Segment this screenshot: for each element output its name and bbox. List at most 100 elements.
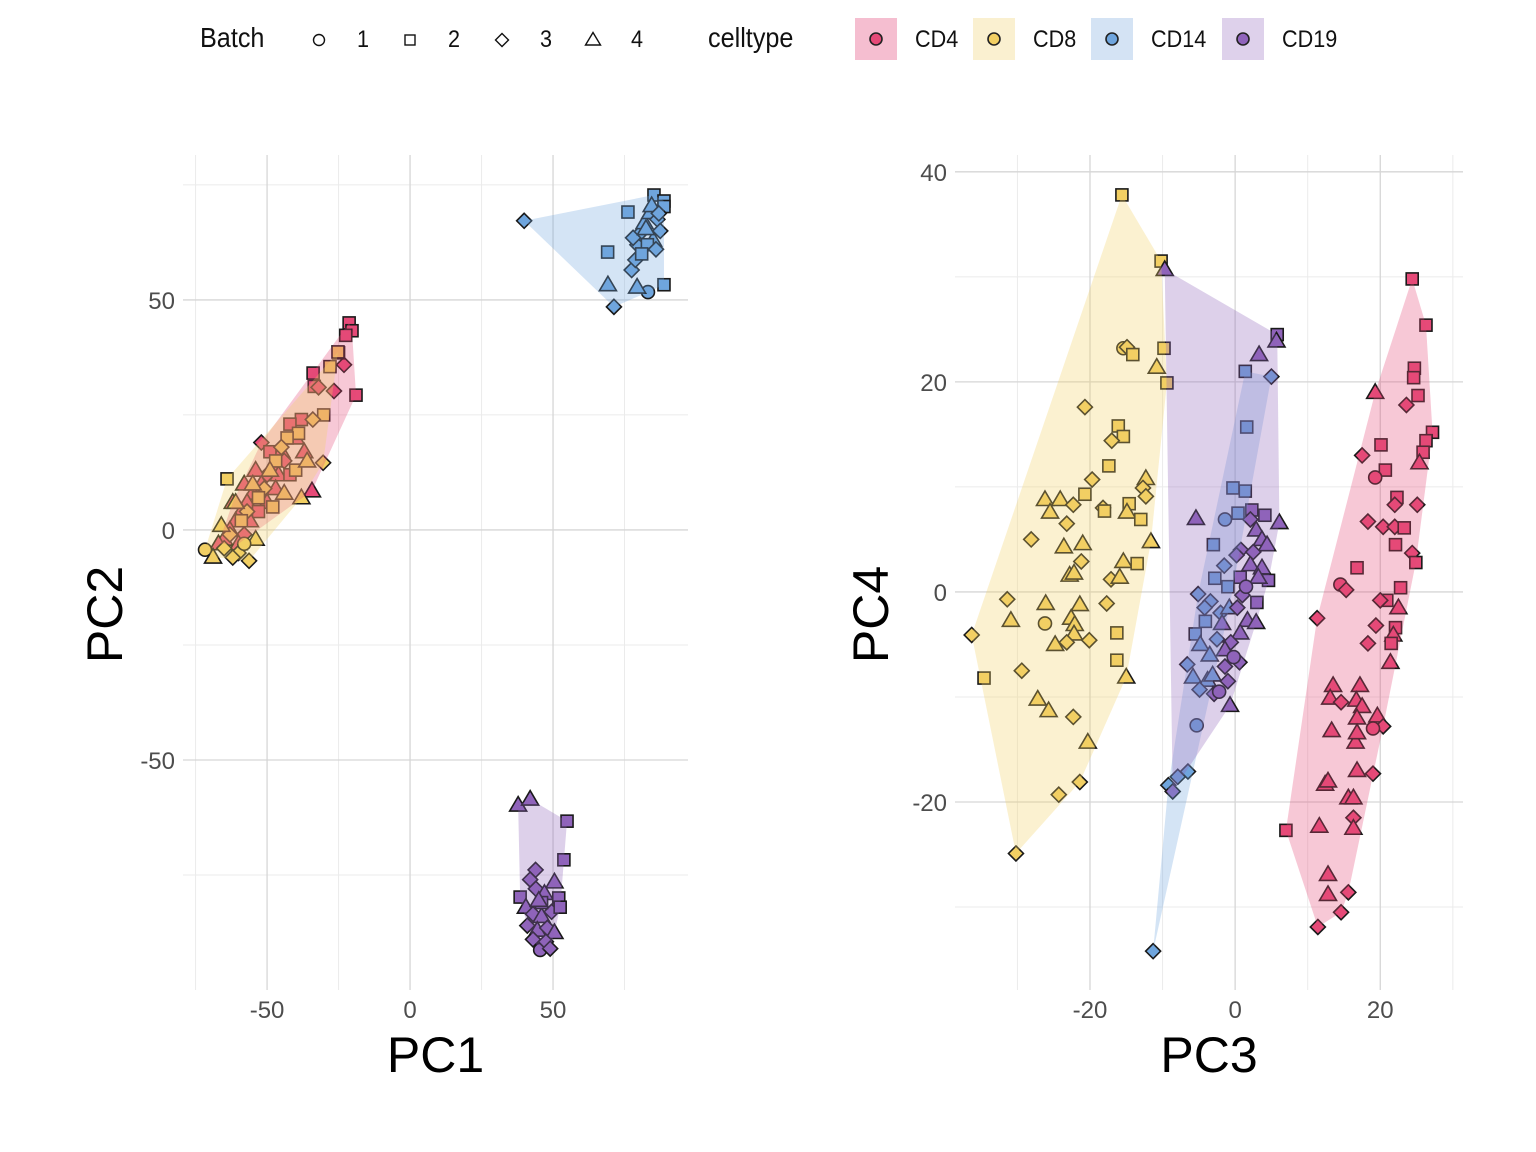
legend-batch-circle-icon <box>312 33 326 47</box>
data-point-CD8 <box>323 359 337 374</box>
panel-PC1-PC2: -50 0 50 -50 0 50 PC1 PC2 <box>77 155 688 1083</box>
data-point-CD4 <box>1309 918 1327 936</box>
data-point-CD4 <box>1318 884 1338 902</box>
data-point-CD19 <box>1227 546 1246 564</box>
data-point-CD8 <box>260 460 280 477</box>
data-point-CD4 <box>1411 388 1425 403</box>
legend-batch-label: 2 <box>448 26 461 53</box>
series-CD14 <box>1144 364 1281 960</box>
series-CD8 <box>197 345 345 570</box>
data-point-CD14 <box>1238 364 1253 379</box>
data-point-CD4 <box>1419 318 1433 332</box>
data-point-CD4 <box>245 460 266 477</box>
data-point-CD4 <box>1352 696 1373 714</box>
data-point-CD19 <box>1240 554 1261 572</box>
series-CD14 <box>515 188 671 316</box>
data-point-CD4 <box>325 382 343 400</box>
data-point-CD19 <box>1226 649 1241 665</box>
data-point-CD4 <box>306 366 320 380</box>
data-point-CD14 <box>1183 666 1203 684</box>
data-point-CD4 <box>1364 765 1382 783</box>
data-point-CD19 <box>1228 599 1246 617</box>
data-point-CD8 <box>316 408 331 422</box>
data-point-CD19 <box>553 900 567 914</box>
data-point-CD4 <box>1374 518 1392 536</box>
data-point-CD4 <box>1388 597 1409 615</box>
data-point-CD4 <box>1384 636 1398 651</box>
data-point-CD14 <box>1189 585 1207 603</box>
data-point-CD8 <box>1007 844 1025 863</box>
data-point-CD8 <box>1078 487 1092 502</box>
data-point-CD8 <box>236 536 252 552</box>
data-point-CD4 <box>1378 463 1393 477</box>
data-point-CD4 <box>1347 722 1367 740</box>
data-point-CD8 <box>1038 700 1059 718</box>
hull-CD4 <box>218 322 357 544</box>
series-CD4 <box>1279 272 1440 936</box>
legend-celltype-label: CD19 <box>1282 26 1338 53</box>
data-point-CD8 <box>1058 515 1076 533</box>
data-point-CD19 <box>524 930 542 949</box>
data-point-CD4 <box>1353 446 1371 465</box>
data-point-CD19 <box>1154 259 1175 277</box>
data-point-CD8 <box>242 473 263 491</box>
data-point-CD4 <box>1337 581 1355 599</box>
data-point-CD8 <box>1050 489 1071 507</box>
legend-batch-diamond-icon <box>494 32 510 48</box>
data-point-CD8 <box>1116 666 1137 684</box>
data-point-CD8 <box>225 492 246 510</box>
data-point-CD4 <box>302 480 322 498</box>
hull-CD8 <box>971 194 1167 854</box>
data-point-CD8 <box>331 345 345 359</box>
data-point-CD4 <box>1406 370 1421 385</box>
data-point-CD19 <box>1219 672 1237 690</box>
data-point-CD14 <box>1215 557 1233 575</box>
data-point-CD8 <box>220 472 234 486</box>
data-point-CD4 <box>309 378 328 396</box>
data-point-CD8 <box>1050 786 1068 804</box>
data-point-CD19 <box>1186 508 1206 526</box>
data-point-CD8 <box>1098 594 1116 613</box>
data-point-CD4 <box>1345 732 1366 749</box>
data-point-CD14 <box>1262 367 1281 386</box>
data-point-CD14 <box>1199 644 1220 662</box>
data-point-CD8 <box>304 410 322 429</box>
data-point-CD4 <box>1367 616 1385 635</box>
legend-celltype-CD4-icon <box>869 32 883 46</box>
data-point-CD14 <box>1239 420 1254 434</box>
data-point-CD8 <box>297 450 318 468</box>
data-point-CD8 <box>280 431 294 445</box>
data-point-CD14 <box>1188 627 1203 641</box>
data-point-CD4 <box>1397 521 1412 535</box>
data-point-CD8 <box>1076 398 1094 416</box>
series-CD19 <box>508 788 574 958</box>
data-point-CD8 <box>1110 653 1124 668</box>
data-point-CD4 <box>1374 438 1388 452</box>
data-point-CD19 <box>1249 344 1269 362</box>
data-point-CD14 <box>1206 537 1221 552</box>
data-point-CD19 <box>528 890 549 908</box>
data-point-CD14 <box>1196 599 1214 617</box>
data-point-CD4 <box>1367 705 1388 723</box>
legend-celltype-CD14-icon <box>1105 32 1119 46</box>
data-point-CD14 <box>1144 942 1162 960</box>
data-point-CD8 <box>1035 593 1056 611</box>
data-point-CD19 <box>1216 657 1234 676</box>
legend-celltype-CD8-icon <box>987 32 1001 46</box>
data-point-CD4 <box>1318 864 1338 882</box>
data-point-CD8 <box>1157 341 1171 356</box>
data-point-CD8 <box>1040 502 1060 519</box>
data-point-CD8 <box>1000 610 1021 628</box>
data-point-CD14 <box>647 240 665 258</box>
data-point-CD14 <box>1208 571 1222 586</box>
data-point-CD8 <box>1102 459 1116 473</box>
data-point-CD8 <box>1110 626 1124 640</box>
x-tick-label: -50 <box>250 997 285 1024</box>
data-point-CD8 <box>224 548 242 567</box>
data-point-CD4 <box>335 356 353 374</box>
data-point-CD8 <box>314 454 332 472</box>
hull-CD8 <box>205 351 338 561</box>
data-point-CD4 <box>1371 591 1389 609</box>
data-point-CD8 <box>1083 470 1101 489</box>
y-tick-label: 20 <box>920 370 947 397</box>
